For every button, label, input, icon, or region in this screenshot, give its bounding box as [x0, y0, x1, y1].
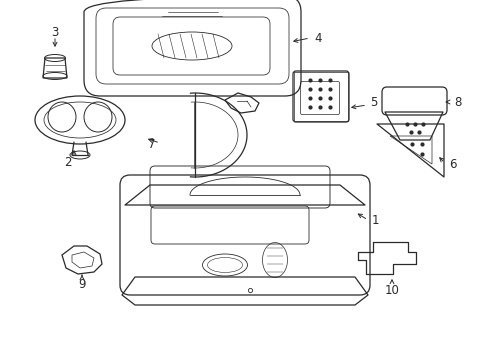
Text: 10: 10: [385, 284, 399, 297]
Text: 4: 4: [314, 31, 322, 45]
Text: 8: 8: [454, 95, 462, 108]
Text: 9: 9: [78, 278, 86, 291]
Text: 3: 3: [51, 26, 59, 39]
Text: 2: 2: [64, 156, 72, 168]
Text: 1: 1: [371, 213, 379, 226]
Text: 7: 7: [148, 139, 156, 152]
Text: 5: 5: [370, 96, 378, 109]
Text: 6: 6: [449, 158, 457, 171]
